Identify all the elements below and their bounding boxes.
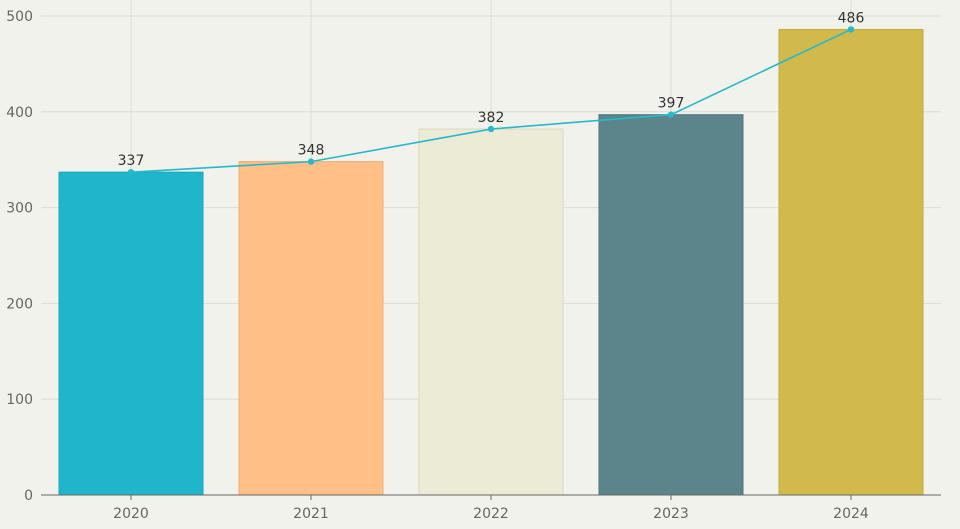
bar-2024[interactable] — [778, 28, 924, 496]
x-tick-label: 2023 — [653, 506, 689, 522]
trend-point-2022[interactable] — [487, 125, 495, 133]
y-tick-label: 400 — [6, 105, 33, 121]
trend-point-2023[interactable] — [667, 111, 675, 118]
data-label-2020: 337 — [118, 153, 145, 169]
x-tick-label: 2024 — [833, 506, 869, 522]
trend-point-2021[interactable] — [307, 158, 315, 165]
bar-2020[interactable] — [58, 171, 204, 496]
bar-2023[interactable] — [598, 114, 744, 496]
x-tick-label: 2020 — [113, 506, 149, 522]
x-tick-label: 2021 — [293, 506, 329, 522]
trend-point-2020[interactable] — [127, 168, 135, 176]
y-tick-label: 100 — [6, 392, 33, 408]
data-label-2021: 348 — [298, 143, 325, 159]
y-tick-label: 300 — [6, 201, 33, 217]
data-label-2022: 382 — [478, 110, 505, 126]
y-tick-label: 200 — [6, 296, 33, 312]
label-layer: 337 348 382 397 486 — [118, 10, 865, 169]
y-tick-label: 500 — [6, 9, 33, 25]
trend-point-2024[interactable] — [847, 26, 855, 33]
data-label-2024: 486 — [838, 10, 865, 26]
bar-2022[interactable] — [418, 128, 564, 496]
line-layer — [127, 26, 855, 176]
axis-layer: 0 100 200 300 400 500 2020 2021 2022 2023 2024 — [6, 9, 941, 522]
y-tick-label: 0 — [24, 488, 33, 504]
bar-2021[interactable] — [238, 161, 384, 496]
x-tick-label: 2022 — [473, 506, 509, 522]
data-label-2023: 397 — [658, 96, 685, 112]
